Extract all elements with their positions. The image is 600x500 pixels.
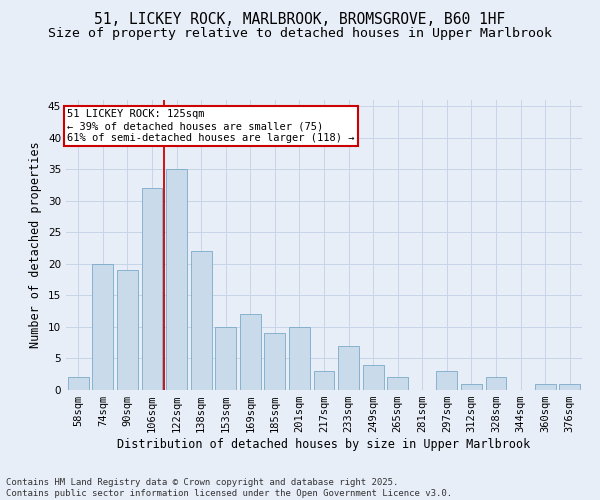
X-axis label: Distribution of detached houses by size in Upper Marlbrook: Distribution of detached houses by size …: [118, 438, 530, 451]
Bar: [387, 378, 408, 390]
Bar: [240, 314, 261, 390]
Bar: [191, 252, 212, 390]
Bar: [559, 384, 580, 390]
Bar: [461, 384, 482, 390]
Bar: [436, 371, 457, 390]
Bar: [265, 334, 286, 390]
Bar: [68, 378, 89, 390]
Bar: [215, 327, 236, 390]
Bar: [166, 170, 187, 390]
Text: 51 LICKEY ROCK: 125sqm
← 39% of detached houses are smaller (75)
61% of semi-det: 51 LICKEY ROCK: 125sqm ← 39% of detached…: [67, 110, 355, 142]
Bar: [142, 188, 163, 390]
Bar: [362, 365, 383, 390]
Bar: [485, 378, 506, 390]
Text: Contains HM Land Registry data © Crown copyright and database right 2025.
Contai: Contains HM Land Registry data © Crown c…: [6, 478, 452, 498]
Bar: [338, 346, 359, 390]
Text: Size of property relative to detached houses in Upper Marlbrook: Size of property relative to detached ho…: [48, 28, 552, 40]
Bar: [117, 270, 138, 390]
Bar: [535, 384, 556, 390]
Text: 51, LICKEY ROCK, MARLBROOK, BROMSGROVE, B60 1HF: 51, LICKEY ROCK, MARLBROOK, BROMSGROVE, …: [94, 12, 506, 28]
Bar: [92, 264, 113, 390]
Y-axis label: Number of detached properties: Number of detached properties: [29, 142, 43, 348]
Bar: [289, 327, 310, 390]
Bar: [314, 371, 334, 390]
